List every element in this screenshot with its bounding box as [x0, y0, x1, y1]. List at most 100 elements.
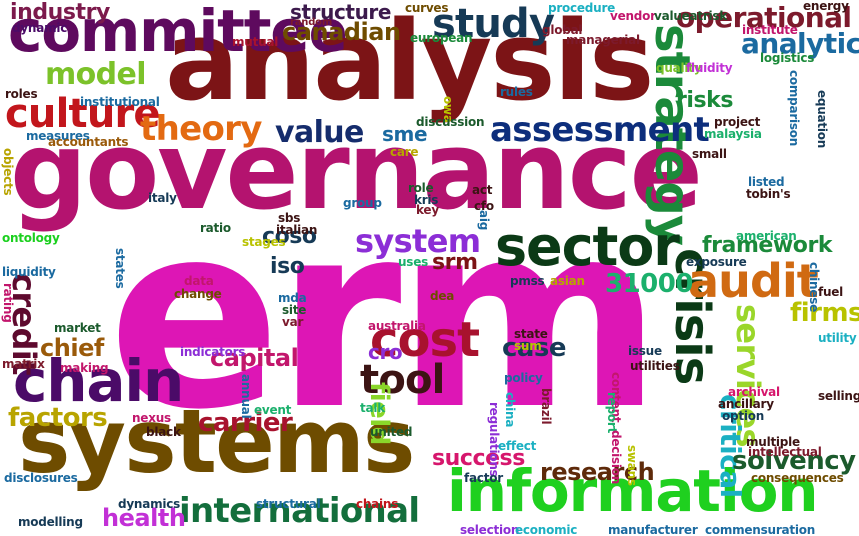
word-chains: chains [356, 497, 399, 511]
word-economic: economic [515, 523, 578, 536]
word-market: market [54, 321, 101, 335]
word-selection: selection [460, 523, 520, 536]
word-analysis: analysis [165, 0, 654, 125]
word-utilities: utilities [630, 359, 680, 373]
word-selling: selling [818, 389, 859, 403]
word-nexus: nexus [132, 411, 171, 425]
word-rules: rules [500, 85, 533, 99]
word-black: black [146, 425, 181, 439]
word-erm: erm [108, 169, 662, 466]
word-srm: srm [432, 250, 478, 275]
word-disclosures: disclosures [4, 471, 78, 485]
word-site: site [282, 303, 307, 317]
word-ancillary: ancillary [718, 397, 774, 411]
word-risks: risks [676, 88, 734, 113]
word-project: project [714, 115, 761, 129]
word-case: case [502, 333, 567, 363]
word-cro: cro [368, 340, 403, 364]
word-issue: issue [628, 344, 662, 358]
word-equation: equation [815, 90, 829, 149]
word-structural: structural [256, 497, 321, 511]
word-solvency: solvency [732, 446, 856, 476]
word-iso: iso [270, 254, 305, 279]
word-small: small [692, 147, 727, 161]
word-manufacturer: manufacturer [608, 523, 698, 536]
word-system: system [355, 222, 481, 260]
word-sector: sector [495, 215, 680, 278]
word-mda: mda [278, 291, 307, 305]
word-utility: utility [818, 331, 857, 345]
word-study: study [432, 1, 555, 47]
word-intellectual: intellectual [748, 445, 822, 459]
word-success: success [432, 446, 525, 471]
word-canadian: canadian [282, 18, 401, 46]
word-consequences: consequences [751, 471, 844, 485]
word-matrix: matrix [2, 357, 45, 371]
word-act: act [472, 183, 493, 197]
word-institute: institute [742, 23, 798, 37]
word-brazil: brazil [539, 388, 553, 425]
word-report: report [605, 392, 619, 434]
word-aig: aig [477, 210, 491, 231]
word-coso: coso [262, 224, 317, 249]
word-mutual: mutual [232, 35, 279, 49]
word-roles: roles [5, 87, 38, 101]
word-policy: policy [504, 371, 543, 385]
word-indicators: indicators [180, 345, 246, 359]
word-logistics: logistics [760, 51, 815, 65]
word-ratio: ratio [200, 221, 231, 235]
word-curves: curves [405, 1, 449, 15]
word-random: random [290, 17, 333, 28]
word-tobin-s: tobin's [746, 187, 791, 201]
word-accountants: accountants [48, 135, 129, 149]
word-change: change [174, 287, 222, 301]
word-key: key [416, 203, 439, 217]
word-dea: dea [430, 289, 455, 303]
word-vendor: vendor [610, 9, 656, 23]
word-factor: factor [464, 471, 503, 485]
word-american: american [736, 229, 797, 243]
word-listed: listed [748, 175, 785, 189]
word-factors: factors [8, 403, 108, 433]
word-rating: rating [1, 283, 15, 323]
word-research: research [540, 458, 655, 486]
word-talk: talk [360, 401, 385, 415]
word-kris: kris [414, 193, 439, 207]
word-swans: swans [625, 445, 639, 486]
word-firms: firms [790, 298, 859, 328]
word-structure: structure [290, 0, 392, 24]
word-effect: effect [498, 439, 537, 453]
word-analytics: analytics [741, 27, 859, 60]
word-procedure: procedure [548, 1, 616, 15]
word-theory: theory [140, 109, 262, 149]
word-china: china [503, 392, 517, 428]
word-italian: italian [276, 223, 318, 237]
word-governance: governance [10, 109, 703, 234]
word-data: data [184, 274, 214, 288]
word-discussion: discussion [416, 115, 485, 129]
word-event: event [254, 403, 292, 417]
word-exposure: exposure [686, 255, 747, 269]
word-australia: australia [368, 319, 426, 333]
word-global: global [542, 23, 583, 37]
word-framework: framework [702, 233, 833, 258]
word-sum: sum [514, 339, 542, 353]
word-role: role [408, 181, 434, 195]
word-option: option [722, 409, 765, 423]
word-assessment: assessment [490, 110, 710, 150]
word-institutional: institutional [80, 95, 160, 109]
word-culture: culture [5, 91, 161, 137]
word-tool: tool [360, 357, 445, 403]
word-archival: archival [728, 385, 780, 399]
word-united: united [370, 425, 413, 439]
word-valueatrisk: valueatrisk [654, 9, 728, 23]
word-sbs: sbs [278, 211, 301, 225]
word-audit: audit [688, 254, 819, 308]
word-carrier: carrier [198, 408, 293, 438]
word-health: health [102, 504, 186, 532]
word-pmss: pmss [510, 274, 545, 288]
word-measures: measures [26, 129, 90, 143]
word-model: model [45, 57, 147, 92]
word-decision: decision [609, 430, 623, 485]
